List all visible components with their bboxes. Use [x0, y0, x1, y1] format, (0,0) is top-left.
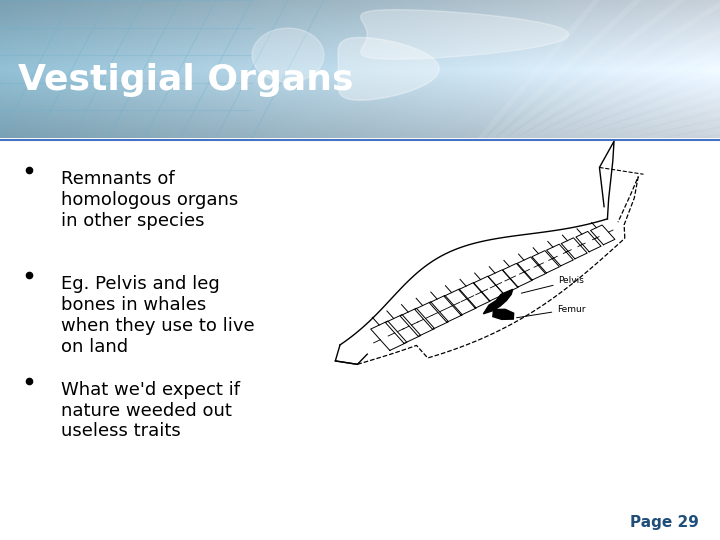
Text: What we'd expect if
nature weeded out
useless traits: What we'd expect if nature weeded out us…	[61, 381, 240, 440]
Polygon shape	[483, 289, 513, 314]
Text: Eg. Pelvis and leg
bones in whales
when they use to live
on land: Eg. Pelvis and leg bones in whales when …	[61, 275, 255, 356]
Text: Page 29: Page 29	[629, 515, 698, 530]
Polygon shape	[338, 37, 439, 100]
Text: Femur: Femur	[516, 305, 586, 318]
Text: Remnants of
homologous organs
in other species: Remnants of homologous organs in other s…	[61, 170, 238, 230]
Polygon shape	[361, 10, 569, 59]
Text: Pelvis: Pelvis	[521, 276, 585, 293]
Text: Vestigial Organs: Vestigial Organs	[18, 63, 354, 97]
Polygon shape	[492, 309, 513, 319]
Polygon shape	[252, 28, 324, 82]
